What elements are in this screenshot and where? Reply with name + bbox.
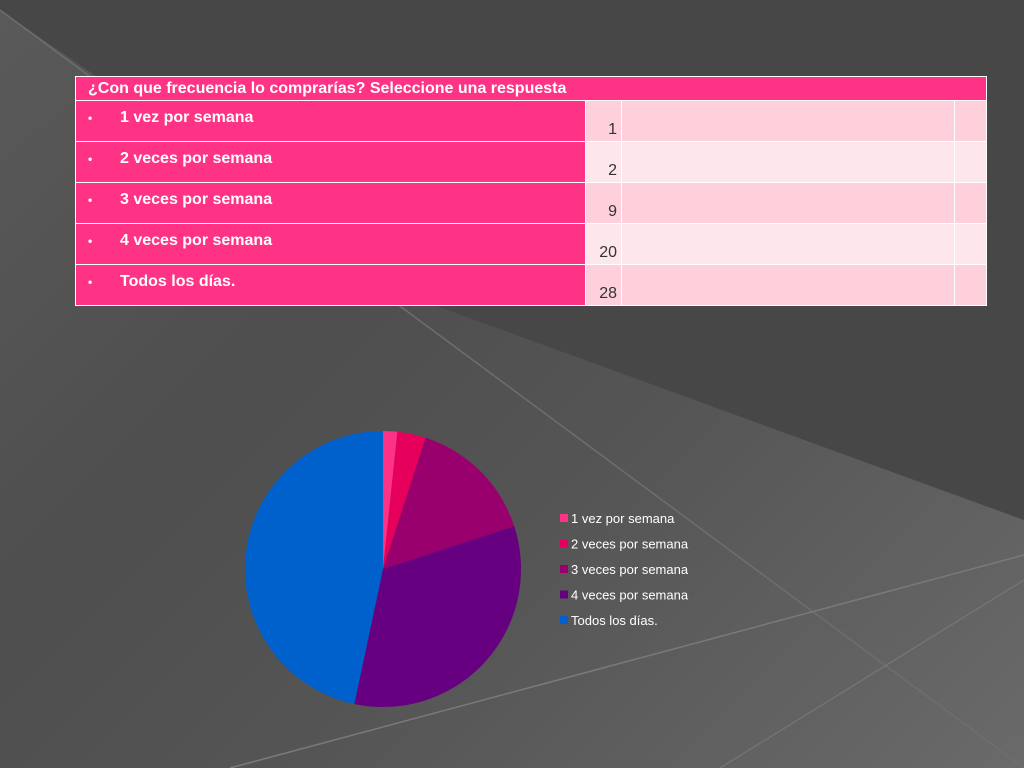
- table-row: • 3 veces por semana 9: [75, 182, 987, 224]
- empty-cell: [954, 141, 987, 183]
- legend-swatch: [560, 514, 568, 522]
- option-count: 20: [585, 223, 622, 265]
- legend-label: 1 vez por semana: [571, 511, 675, 526]
- table-row: • Todos los días. 28: [75, 264, 987, 306]
- legend-label: 2 veces por semana: [571, 537, 689, 552]
- option-cell: • 1 vez por semana: [75, 100, 586, 142]
- empty-cell: [621, 223, 955, 265]
- option-label: 3 veces por semana: [120, 191, 273, 208]
- table-header-row: ¿Con que frecuencia lo comprarías? Selec…: [75, 76, 987, 101]
- legend-swatch: [560, 539, 568, 548]
- legend-swatch: [560, 590, 568, 599]
- empty-cell: [954, 182, 987, 224]
- table-row: • 1 vez por semana 1: [75, 100, 987, 142]
- bullet-icon: •: [88, 234, 93, 248]
- bullet-icon: •: [88, 193, 93, 207]
- pie-slice-5: [245, 431, 383, 704]
- bullet-icon: •: [88, 275, 93, 289]
- empty-cell: [621, 264, 955, 306]
- option-count: 2: [585, 141, 622, 183]
- empty-cell: [621, 141, 955, 183]
- option-cell: • 2 veces por semana: [75, 141, 586, 183]
- option-cell: • Todos los días.: [75, 264, 586, 306]
- pie-slice-3: [383, 437, 515, 569]
- table-title: ¿Con que frecuencia lo comprarías? Selec…: [75, 76, 987, 101]
- legend-label: Todos los días.: [571, 613, 658, 628]
- table-row: • 2 veces por semana 2: [75, 141, 987, 183]
- option-label: Todos los días.: [120, 273, 236, 290]
- option-cell: • 3 veces por semana: [75, 182, 586, 224]
- legend-swatch: [560, 616, 568, 624]
- pie-slice-4: [354, 526, 521, 707]
- empty-cell: [621, 100, 955, 142]
- option-count: 28: [585, 264, 622, 306]
- option-label: 1 vez por semana: [120, 109, 254, 126]
- legend-swatch: [560, 565, 568, 573]
- option-count: 9: [585, 182, 622, 224]
- bullet-icon: •: [88, 111, 93, 125]
- empty-cell: [621, 182, 955, 224]
- pie-slices: [245, 431, 521, 707]
- chart-legend: 1 vez por semana 2 veces por semana 3 vece…: [560, 511, 689, 628]
- pie-slice-2: [383, 431, 426, 569]
- legend-label: 4 veces por semana: [571, 588, 689, 603]
- survey-table: ¿Con que frecuencia lo comprarías? Selec…: [75, 76, 987, 306]
- option-label: 2 veces por semana: [120, 150, 273, 167]
- option-label: 4 veces por semana: [120, 232, 273, 249]
- pie-slice-1: [383, 431, 398, 569]
- empty-cell: [954, 100, 987, 142]
- option-cell: • 4 veces por semana: [75, 223, 586, 265]
- empty-cell: [954, 264, 987, 306]
- bullet-icon: •: [88, 152, 93, 166]
- legend-label: 3 veces por semana: [571, 562, 689, 577]
